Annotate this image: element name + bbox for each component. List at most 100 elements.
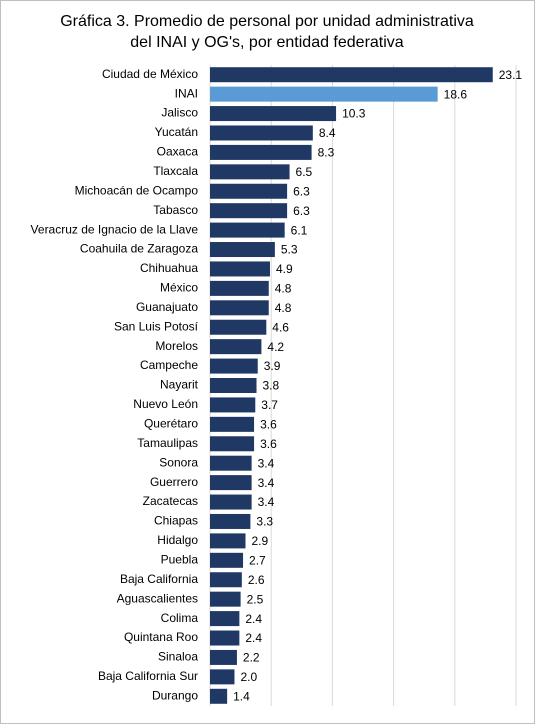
y-tick-label: Yucatán [155, 125, 198, 139]
bar [210, 494, 252, 510]
y-tick-label: Colima [161, 611, 199, 625]
value-label: 4.8 [275, 301, 292, 315]
bar [210, 552, 244, 568]
bar [210, 67, 493, 83]
value-label: 23.1 [499, 68, 523, 82]
bar [210, 144, 312, 160]
value-label: 5.3 [281, 243, 298, 257]
y-tick-label: Tabasco [153, 203, 198, 217]
value-label: 6.5 [296, 165, 313, 179]
bar [210, 591, 241, 607]
y-tick-label: Oaxaca [157, 145, 199, 159]
bar [210, 319, 267, 335]
bar [210, 125, 313, 141]
bar [210, 513, 251, 529]
value-label: 6.3 [293, 184, 310, 198]
y-tick-label: Campeche [140, 358, 198, 372]
bar [210, 669, 235, 685]
y-tick-label: Zacatecas [143, 494, 198, 508]
y-tick-label: Nayarit [160, 378, 199, 392]
value-label: 3.9 [264, 359, 281, 373]
y-tick-label: Guanajuato [136, 300, 198, 314]
value-label: 8.4 [319, 126, 336, 140]
y-tick-label: Guerrero [150, 475, 198, 489]
bar [210, 630, 240, 646]
y-tick-label: Durango [152, 688, 198, 702]
value-label: 4.6 [272, 320, 289, 334]
y-tick-label: Jalisco [161, 106, 198, 120]
bar [210, 339, 262, 355]
bar [210, 436, 255, 452]
y-tick-label: Hidalgo [157, 533, 198, 547]
value-label: 3.4 [258, 476, 275, 490]
value-label: 2.2 [243, 651, 260, 665]
y-tick-label: Veracruz de Ignacio de la Llave [31, 222, 199, 236]
value-label: 4.2 [267, 340, 284, 354]
y-tick-label: Coahuila de Zaragoza [80, 242, 198, 256]
bar [210, 358, 258, 374]
value-label: 2.4 [245, 631, 262, 645]
bar [210, 106, 337, 122]
y-tick-label: Michoacán de Ocampo [75, 183, 199, 197]
value-label: 8.3 [318, 146, 335, 160]
value-label: 3.6 [260, 418, 277, 432]
value-label: 2.7 [249, 553, 266, 567]
y-tick-label: Ciudad de México [102, 67, 198, 81]
bar [210, 455, 252, 471]
y-tick-label: Querétaro [144, 417, 198, 431]
bar [210, 397, 256, 413]
bar [210, 611, 240, 627]
bar [210, 86, 438, 102]
value-label: 6.3 [293, 204, 310, 218]
y-tick-label: Morelos [155, 339, 198, 353]
y-tick-label: Nuevo León [133, 397, 198, 411]
chart-title: Gráfica 3. Promedio de personal por unid… [60, 13, 474, 51]
y-tick-label: México [160, 281, 198, 295]
value-label: 10.3 [342, 107, 366, 121]
value-label: 2.4 [245, 612, 262, 626]
value-label: 2.6 [248, 573, 265, 587]
y-tick-label: Tamaulipas [137, 436, 198, 450]
bar [210, 300, 269, 316]
bar [210, 261, 270, 277]
value-label: 6.1 [291, 223, 308, 237]
value-label: 1.4 [233, 689, 250, 703]
y-tick-label: Chihuahua [140, 261, 198, 275]
y-tick-label: INAI [175, 86, 198, 100]
value-label: 18.6 [444, 87, 468, 101]
value-label: 3.4 [258, 495, 275, 509]
bar [210, 475, 252, 491]
value-label: 3.3 [256, 515, 273, 529]
y-tick-label: Baja California Sur [98, 669, 198, 683]
y-tick-label: Chiapas [154, 514, 198, 528]
y-tick-label: Tlaxcala [153, 164, 198, 178]
bar [210, 203, 288, 219]
value-label: 4.9 [276, 262, 293, 276]
bar [210, 572, 242, 588]
value-label: 4.8 [275, 282, 292, 296]
bar [210, 222, 285, 238]
bar [210, 688, 228, 704]
bar [210, 416, 255, 432]
value-label: 2.5 [247, 592, 264, 606]
value-label: 3.8 [263, 379, 280, 393]
y-tick-label: Sinaloa [158, 650, 198, 664]
bar [210, 533, 246, 549]
y-tick-label: Aguascalientes [117, 591, 198, 605]
bar [210, 164, 290, 180]
bar [210, 649, 237, 665]
y-tick-label: San Luis Potosí [114, 319, 199, 333]
bar [210, 183, 288, 199]
y-tick-label: Puebla [161, 552, 199, 566]
bar [210, 280, 269, 296]
y-tick-label: Baja California [120, 572, 198, 586]
value-label: 3.6 [260, 437, 277, 451]
value-label: 3.4 [258, 456, 275, 470]
bar [210, 378, 257, 393]
bar [210, 242, 275, 258]
value-label: 2.9 [251, 534, 268, 548]
value-label: 3.7 [261, 398, 278, 412]
value-label: 2.0 [240, 670, 257, 684]
